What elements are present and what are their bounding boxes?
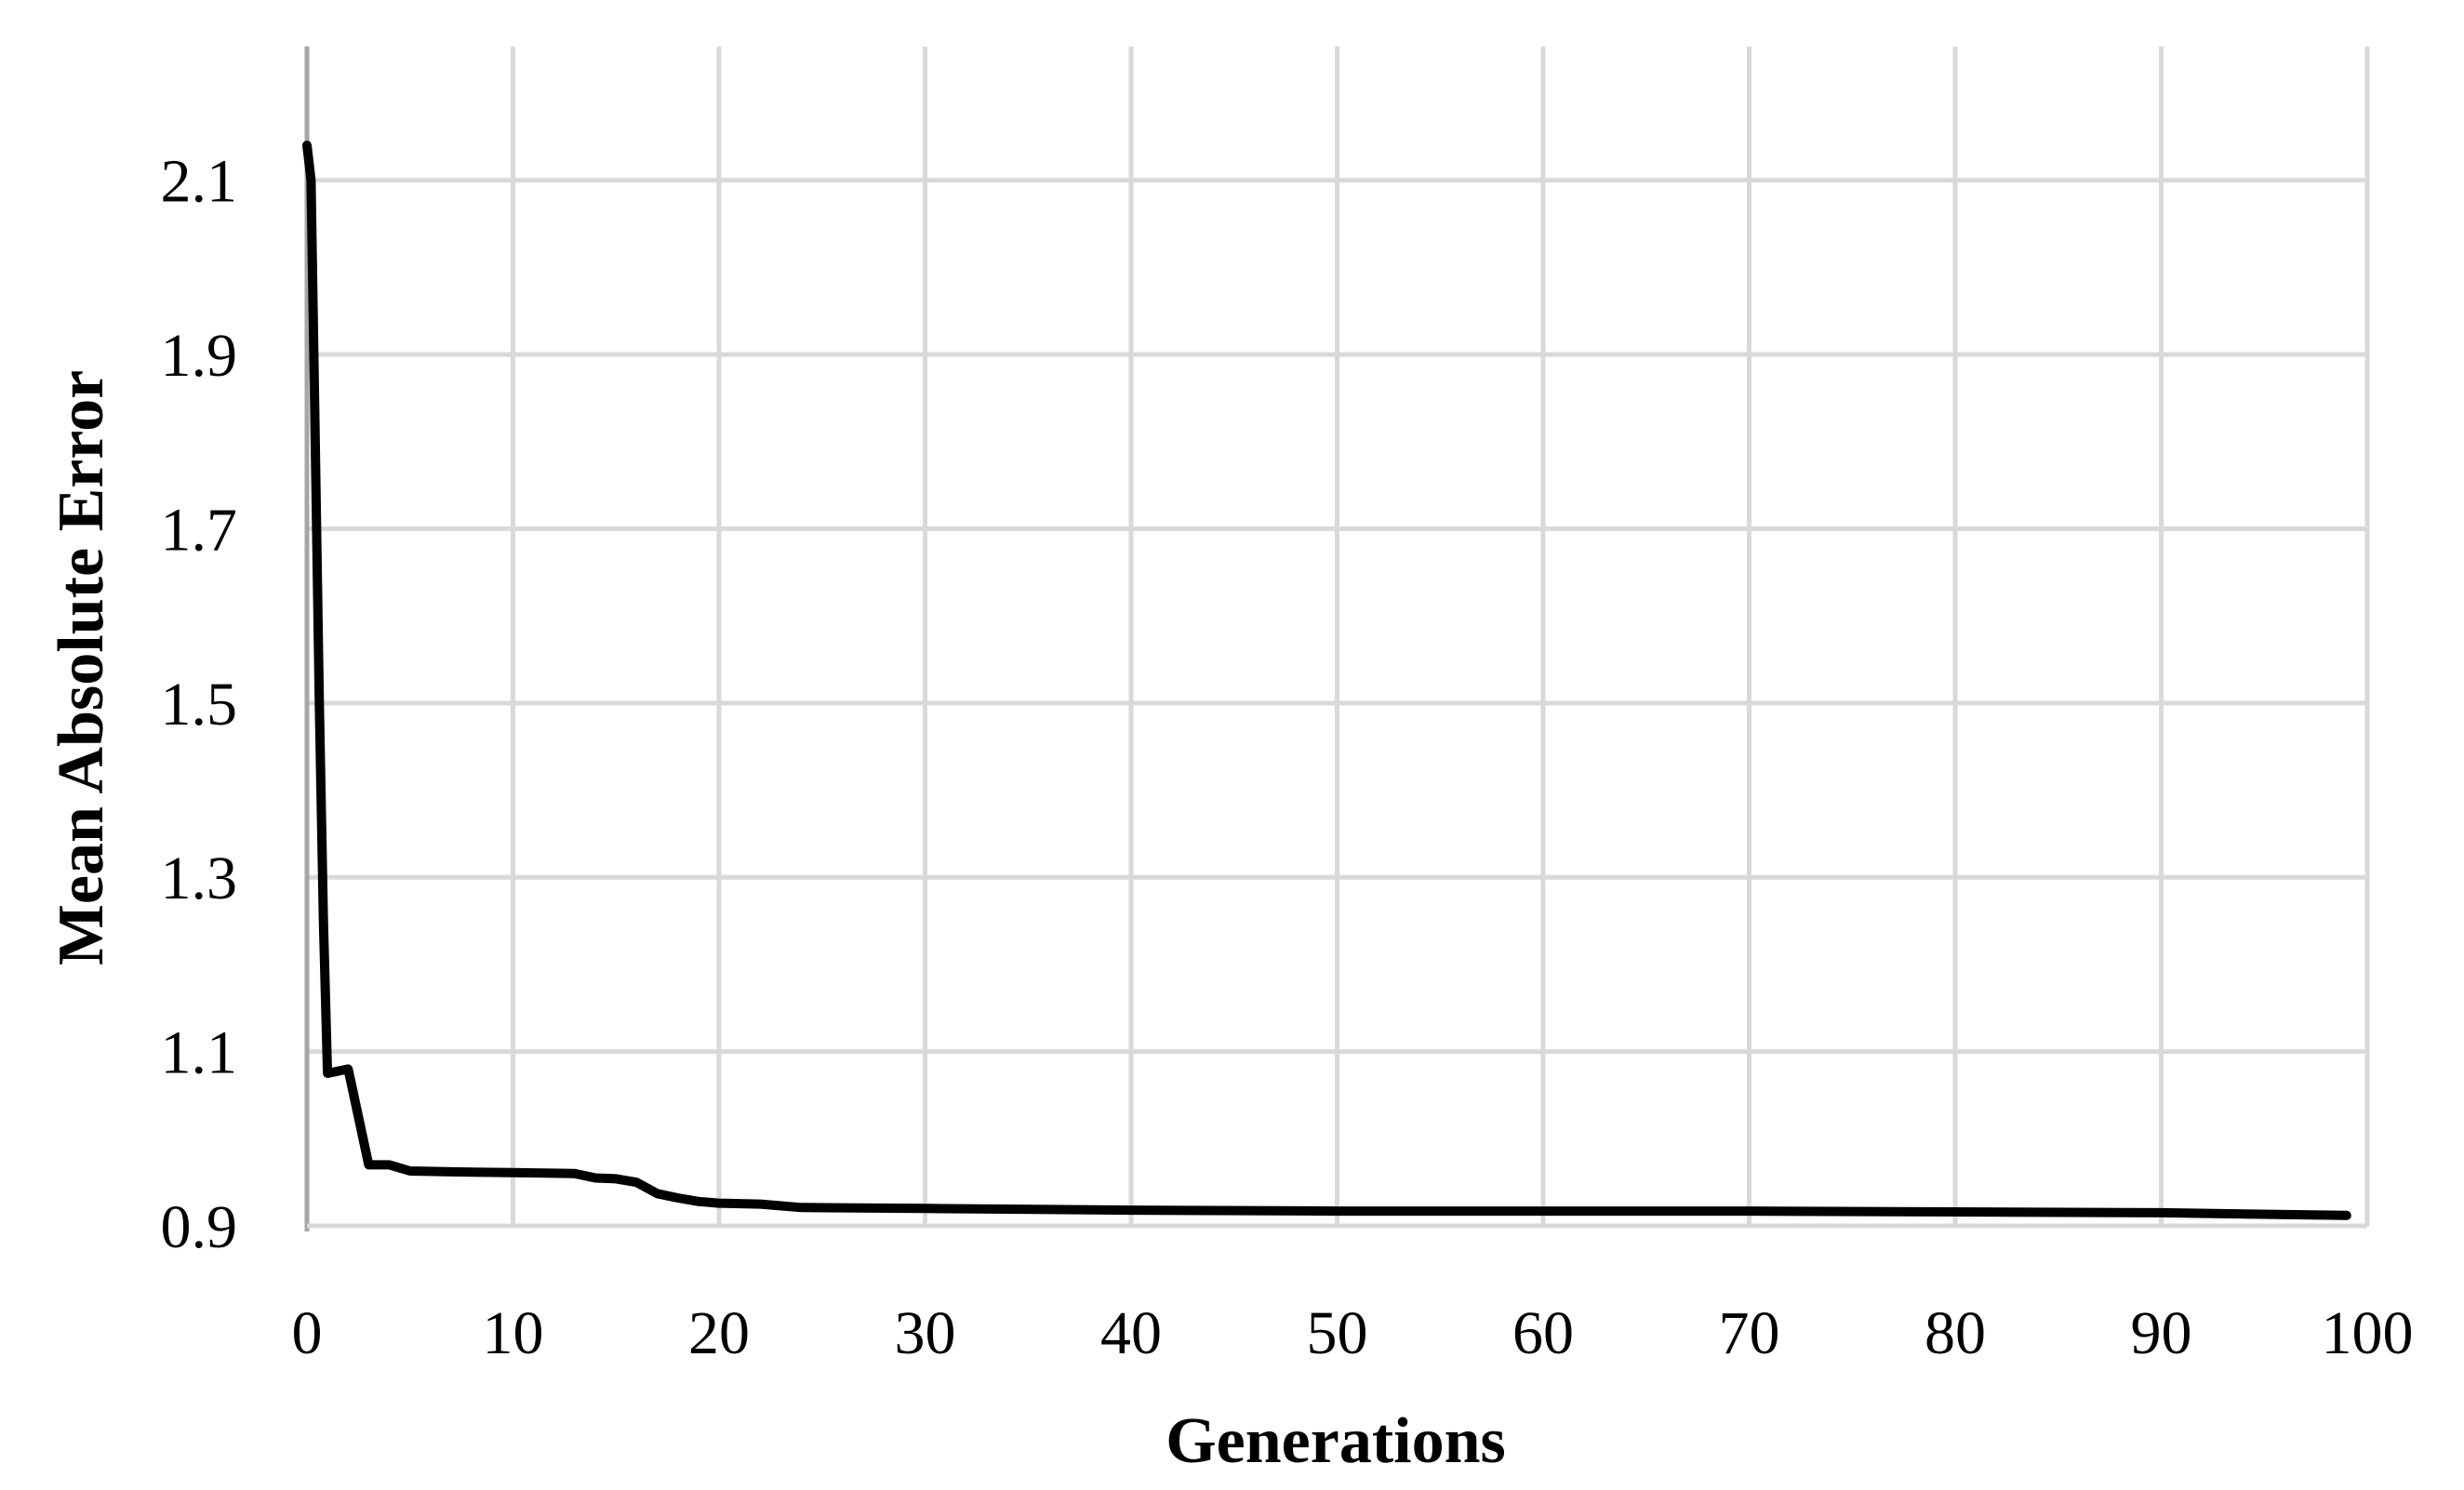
y-tick-label: 2.1 — [161, 148, 238, 216]
y-tick-label: 0.9 — [161, 1193, 238, 1261]
x-tick-label: 50 — [1307, 1299, 1368, 1367]
x-tick-label: 80 — [1925, 1299, 1986, 1367]
x-tick-label: 20 — [688, 1299, 750, 1367]
mae-series-line — [302, 140, 2351, 1220]
gridlines — [307, 47, 2370, 1226]
y-tick-label: 1.1 — [161, 1019, 238, 1087]
x-tick-label: 60 — [1512, 1299, 1574, 1367]
x-tick-label: 10 — [483, 1299, 544, 1367]
y-tick-label: 1.7 — [161, 496, 238, 564]
y-axis-title: Mean Absolute Error — [46, 370, 117, 965]
x-tick-label: 30 — [895, 1299, 956, 1367]
x-axis-title: Generations — [1165, 1405, 1506, 1477]
x-tick-label: 0 — [292, 1299, 323, 1367]
x-tick-label: 40 — [1100, 1299, 1162, 1367]
tick-labels: 0 10 20 30 40 50 60 70 80 90 100 0.9 1.1 1.3 1.5 1.7 1.9… — [161, 148, 2414, 1367]
x-tick-label: 90 — [2131, 1299, 2192, 1367]
y-tick-label: 1.5 — [161, 671, 238, 738]
y-tick-label: 1.9 — [161, 322, 238, 390]
y-tick-label: 1.3 — [161, 845, 238, 912]
x-tick-label: 100 — [2322, 1299, 2414, 1367]
axes — [304, 47, 2367, 1231]
x-tick-label: 70 — [1719, 1299, 1780, 1367]
series-layer — [302, 140, 2351, 1220]
